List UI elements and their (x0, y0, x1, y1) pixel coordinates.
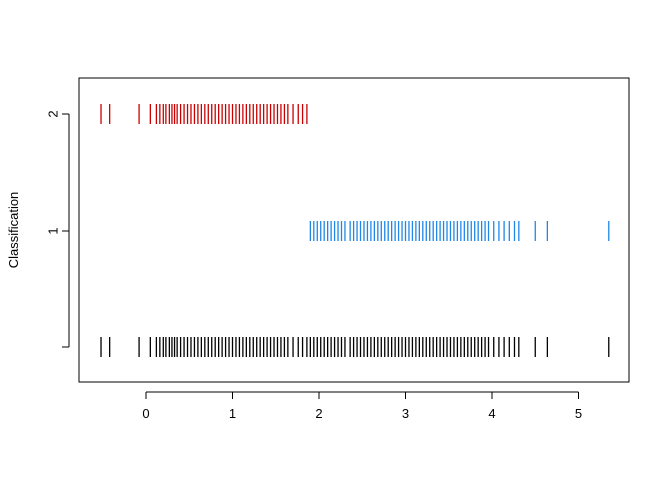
y-axis-title: Classification (6, 192, 21, 269)
strip-row-1 (309, 221, 610, 241)
plot-frame (78, 77, 630, 383)
x-tick-label: 4 (488, 406, 495, 421)
x-tick-label: 0 (142, 406, 149, 421)
x-tick-label: 5 (575, 406, 582, 421)
x-axis: 0 1 2 3 4 5 (142, 391, 582, 421)
x-tick-label: 3 (402, 406, 409, 421)
y-axis: 12 (46, 110, 70, 348)
y-tick-label: 2 (46, 110, 61, 117)
strip-marks (100, 104, 610, 357)
x-tick-label: 1 (229, 406, 236, 421)
y-tick-label: 1 (46, 227, 61, 234)
strip-row-all (100, 337, 610, 357)
strip-row-2 (100, 104, 308, 124)
x-tick-label: 2 (315, 406, 322, 421)
